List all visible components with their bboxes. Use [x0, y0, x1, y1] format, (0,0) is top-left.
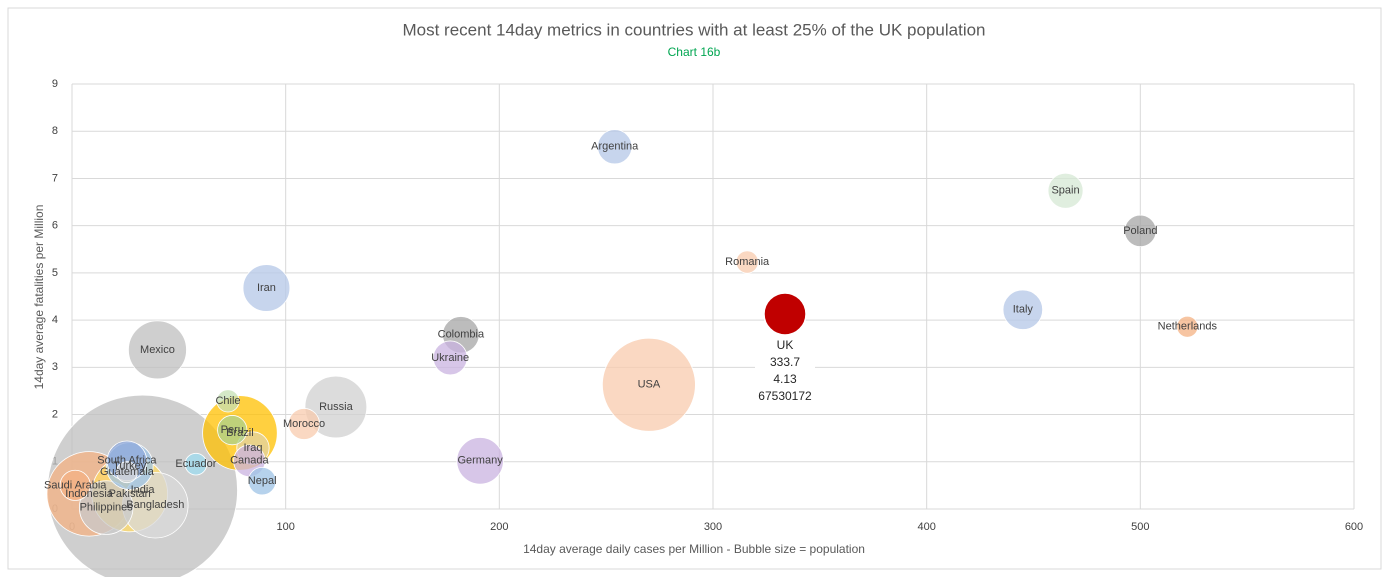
- bubble-label: Saudi Arabia: [44, 479, 107, 491]
- bubble-label: Colombia: [438, 329, 485, 341]
- bubble: [115, 461, 138, 484]
- x-tick-label: 400: [917, 521, 935, 533]
- bubble-label: Mexico: [140, 344, 175, 356]
- bubble-label: Canada: [230, 455, 269, 467]
- bubble: [128, 320, 187, 380]
- callout-text: 333.7: [770, 355, 800, 369]
- bubble: [59, 469, 91, 501]
- bubble: [456, 437, 504, 485]
- bubble-label: Peru: [221, 424, 244, 436]
- bubbles: [46, 129, 1199, 577]
- bubble-label: Poland: [1123, 225, 1157, 237]
- bubble-label: Guatemala: [100, 466, 155, 478]
- bubble: [288, 408, 320, 440]
- bubble-label: Turkey: [113, 460, 147, 472]
- callout-box: [755, 335, 816, 408]
- bubble-label: USA: [638, 379, 661, 391]
- y-tick-label: 2: [52, 408, 58, 420]
- y-tick-label: 6: [52, 220, 58, 232]
- bubble-label: Italy: [1013, 304, 1034, 316]
- x-tick-label: 600: [1345, 521, 1363, 533]
- bubble-label: Chile: [215, 395, 240, 407]
- bubble: [242, 264, 291, 312]
- x-tick-label: 200: [490, 521, 508, 533]
- bubble: [1047, 172, 1084, 209]
- bubble-label: Morocco: [283, 418, 325, 430]
- y-tick-label: 5: [52, 267, 58, 279]
- bubble-label: South Africa: [97, 455, 157, 467]
- grid: 01234567890100200300400500600: [52, 78, 1363, 533]
- bubble: [247, 466, 277, 496]
- bubble-label: Nepal: [248, 475, 277, 487]
- bubble: [1124, 214, 1157, 248]
- bubble-label: Ukraine: [431, 352, 469, 364]
- y-tick-label: 7: [52, 172, 58, 184]
- callout-text: 4.13: [773, 372, 797, 386]
- x-axis-title: 14day average daily cases per Million - …: [523, 542, 865, 556]
- bubble-label: Pakistan: [109, 488, 151, 500]
- bubble-label: Bangladesh: [126, 499, 184, 511]
- bubble: [78, 480, 134, 535]
- bubble-label: India: [131, 484, 156, 496]
- bubble-label: Romania: [725, 256, 770, 268]
- y-tick-label: 3: [52, 361, 58, 373]
- bubble: [735, 250, 759, 274]
- bubble-label: Germany: [457, 455, 503, 467]
- bubble-label: Iran: [257, 282, 276, 294]
- bubble: [1176, 315, 1199, 338]
- highlight-bubble: [763, 292, 807, 336]
- callout-text: UK: [777, 338, 794, 352]
- bubble: [216, 389, 240, 413]
- bubble: [1002, 289, 1044, 330]
- bubble-label: Russia: [319, 401, 354, 413]
- bubble: [432, 340, 468, 376]
- bubble-label: Spain: [1051, 185, 1079, 197]
- y-tick-label: 4: [52, 314, 58, 326]
- chart-title: Most recent 14day metrics in countries w…: [402, 20, 985, 39]
- bubble-label: Philippines: [80, 501, 134, 513]
- bubble-label: Iraq: [243, 442, 262, 454]
- bubble-label: Indonesia: [65, 488, 114, 500]
- bubble: [597, 129, 633, 165]
- bubble: [601, 337, 696, 432]
- chart-subtitle: Chart 16b: [668, 45, 721, 59]
- callout-text: 67530172: [758, 389, 812, 403]
- bubble-label: Netherlands: [1158, 321, 1218, 333]
- bubble: [184, 452, 208, 476]
- bubble: [217, 415, 248, 446]
- bubble-label: Ecuador: [175, 458, 216, 470]
- x-tick-label: 500: [1131, 521, 1149, 533]
- y-axis-title: 14day average fatalities per Million: [32, 205, 46, 390]
- bubble-label: Brazil: [226, 427, 254, 439]
- y-tick-label: 9: [52, 78, 58, 90]
- x-tick-label: 100: [276, 521, 294, 533]
- x-tick-label: 300: [704, 521, 722, 533]
- bubble: [304, 375, 368, 439]
- y-tick-label: 8: [52, 125, 58, 137]
- bubble-label: Argentina: [591, 141, 639, 153]
- chart-frame: [7, 7, 1382, 570]
